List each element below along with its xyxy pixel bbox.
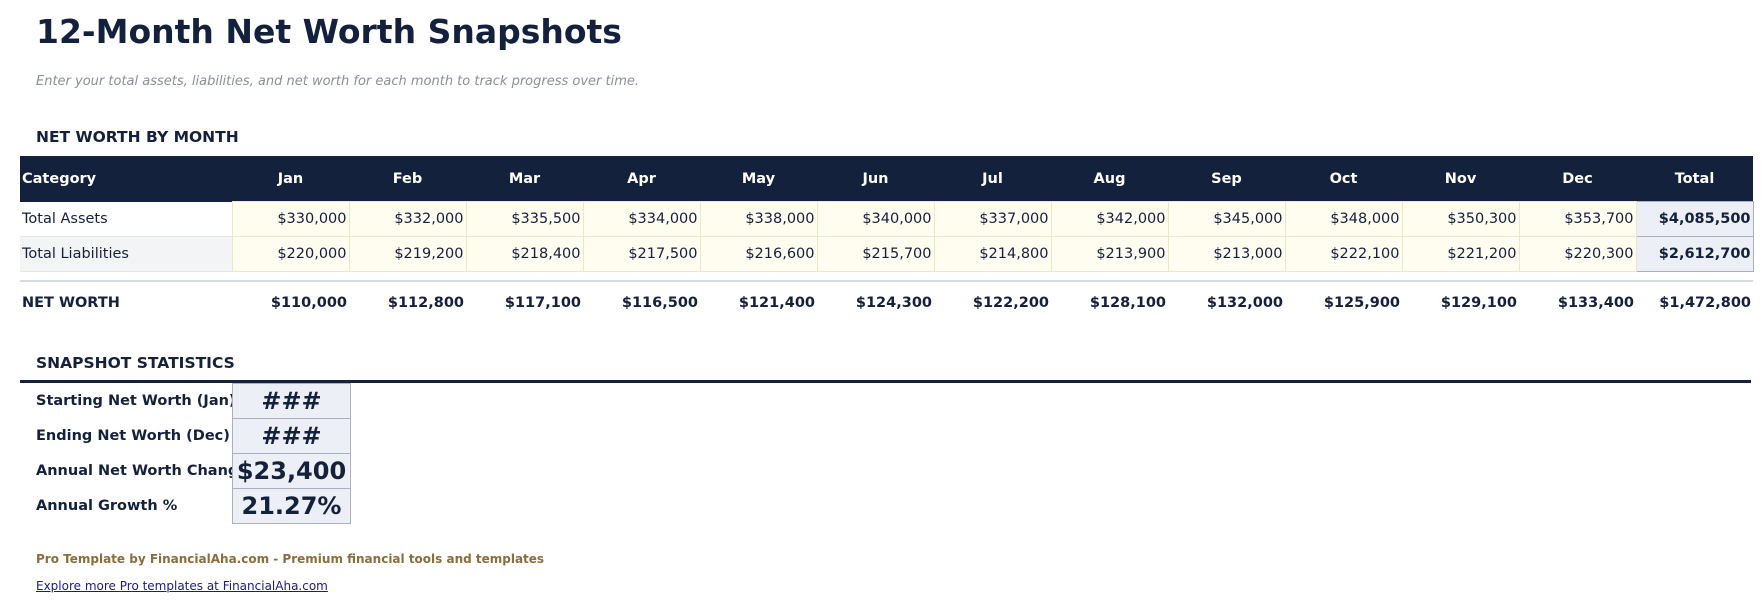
net-worth-cell: $122,200 [972,295,1049,311]
section-rule [20,380,1751,383]
net-worth-cell: $128,100 [1089,295,1166,311]
header-cell: Total [1636,156,1753,202]
header-row: Category Jan Feb Mar Apr May Jun Jul Aug Sep Oct No… [20,156,1753,202]
data-row: Total Assets $330,000 $332,000 $335,500 $334… [20,201,1754,237]
header-cell: Sep [1168,156,1285,202]
net-worth-cell: $129,100 [1440,295,1517,311]
amount-cell: $340,000 [816,201,935,237]
header-cell: Jun [817,156,934,202]
amount-cell: $338,000 [699,201,818,237]
amount-cell: $332,000 [348,201,467,237]
amount-cell: $335,500 [465,201,584,237]
amount-cell: $345,000 [1167,201,1286,237]
section-title: SNAPSHOT STATISTICS [36,354,235,372]
amount-cell: $219,200 [348,236,467,272]
net-worth-cell: $132,000 [1206,295,1283,311]
amount-cell: $216,600 [699,236,818,272]
amount-cell: $214,800 [933,236,1052,272]
stat-value: $23,400 [232,453,351,489]
footer-credit: Pro Template by FinancialAha.com - Premi… [36,552,545,566]
data-row: Total Liabilities $220,000 $219,200 $218,40… [20,236,1754,272]
stat-value: ### [232,383,351,419]
amount-cell: $353,700 [1518,201,1637,237]
stats-table: Starting Net Worth (Jan) ### Ending Net Wo… [20,383,351,524]
page-subtitle: Enter your total assets, liabilities, an… [36,74,640,89]
header-cell: Jul [934,156,1051,202]
net-worth-cell: $116,500 [621,295,698,311]
net-worth-cell: $121,400 [738,295,815,311]
amount-cell: $222,100 [1284,236,1403,272]
net-worth-cell: $112,800 [387,295,464,311]
header-cell: Feb [349,156,466,202]
header-cell: Category [20,156,232,202]
header-cell: May [700,156,817,202]
net-worth-cell: $117,100 [504,295,581,311]
amount-cell: $215,700 [816,236,935,272]
amount-cell: $213,900 [1050,236,1169,272]
spacer-row [20,271,1753,282]
category-cell: Total Assets [20,201,232,237]
stat-label: Starting Net Worth (Jan) [36,393,233,409]
amount-cell: $348,000 [1284,201,1403,237]
header-cell: Dec [1519,156,1636,202]
stat-row: Annual Growth % 21.27% [20,488,351,524]
spacer-cell [20,271,1753,282]
amount-cell: $217,500 [582,236,701,272]
header-cell: Oct [1285,156,1402,202]
net-worth-table: Category Jan Feb Mar Apr May Jun Jul Aug Sep Oct No… [20,156,1754,324]
amount-cell: $350,300 [1401,201,1520,237]
net-worth-cell: $133,400 [1557,295,1634,311]
category-cell: Total Liabilities [20,236,232,272]
stat-row: Starting Net Worth (Jan) ### [20,383,351,419]
stat-row: Ending Net Worth (Dec) ### [20,418,351,454]
amount-cell: $213,000 [1167,236,1286,272]
net-worth-cell: $124,300 [855,295,932,311]
footer-link[interactable]: Explore more Pro templates at FinancialA… [36,579,328,593]
net-worth-label: NET WORTH [22,295,120,311]
section-title: NET WORTH BY MONTH [36,128,239,146]
header-cell: Aug [1051,156,1168,202]
amount-cell: $220,300 [1518,236,1637,272]
stat-label: Annual Growth % [36,498,178,514]
stat-row: Annual Net Worth Change $23,400 [20,453,351,489]
amount-cell: $220,000 [231,236,350,272]
header-cell: Nov [1402,156,1519,202]
amount-cell: $342,000 [1050,201,1169,237]
amount-cell: $330,000 [231,201,350,237]
amount-cell: $218,400 [465,236,584,272]
net-worth-cell: $125,900 [1323,295,1400,311]
amount-cell: $2,612,700 [1635,236,1754,272]
amount-cell: $221,200 [1401,236,1520,272]
header-cell: Mar [466,156,583,202]
header-cell: Apr [583,156,700,202]
amount-cell: $4,085,500 [1635,201,1754,237]
net-worth-cell: $110,000 [270,295,347,311]
stat-label: Ending Net Worth (Dec) [36,428,230,444]
stat-value: 21.27% [232,488,351,524]
net-worth-cell: $1,472,800 [1659,295,1751,311]
header-cell: Jan [232,156,349,202]
stat-value: ### [232,418,351,454]
net-worth-row: NET WORTH $110,000 $112,800 $117,100 $116,50… [20,281,1753,324]
stat-label: Annual Net Worth Change [36,463,233,479]
amount-cell: $337,000 [933,201,1052,237]
page-title: 12-Month Net Worth Snapshots [36,12,622,51]
amount-cell: $334,000 [582,201,701,237]
